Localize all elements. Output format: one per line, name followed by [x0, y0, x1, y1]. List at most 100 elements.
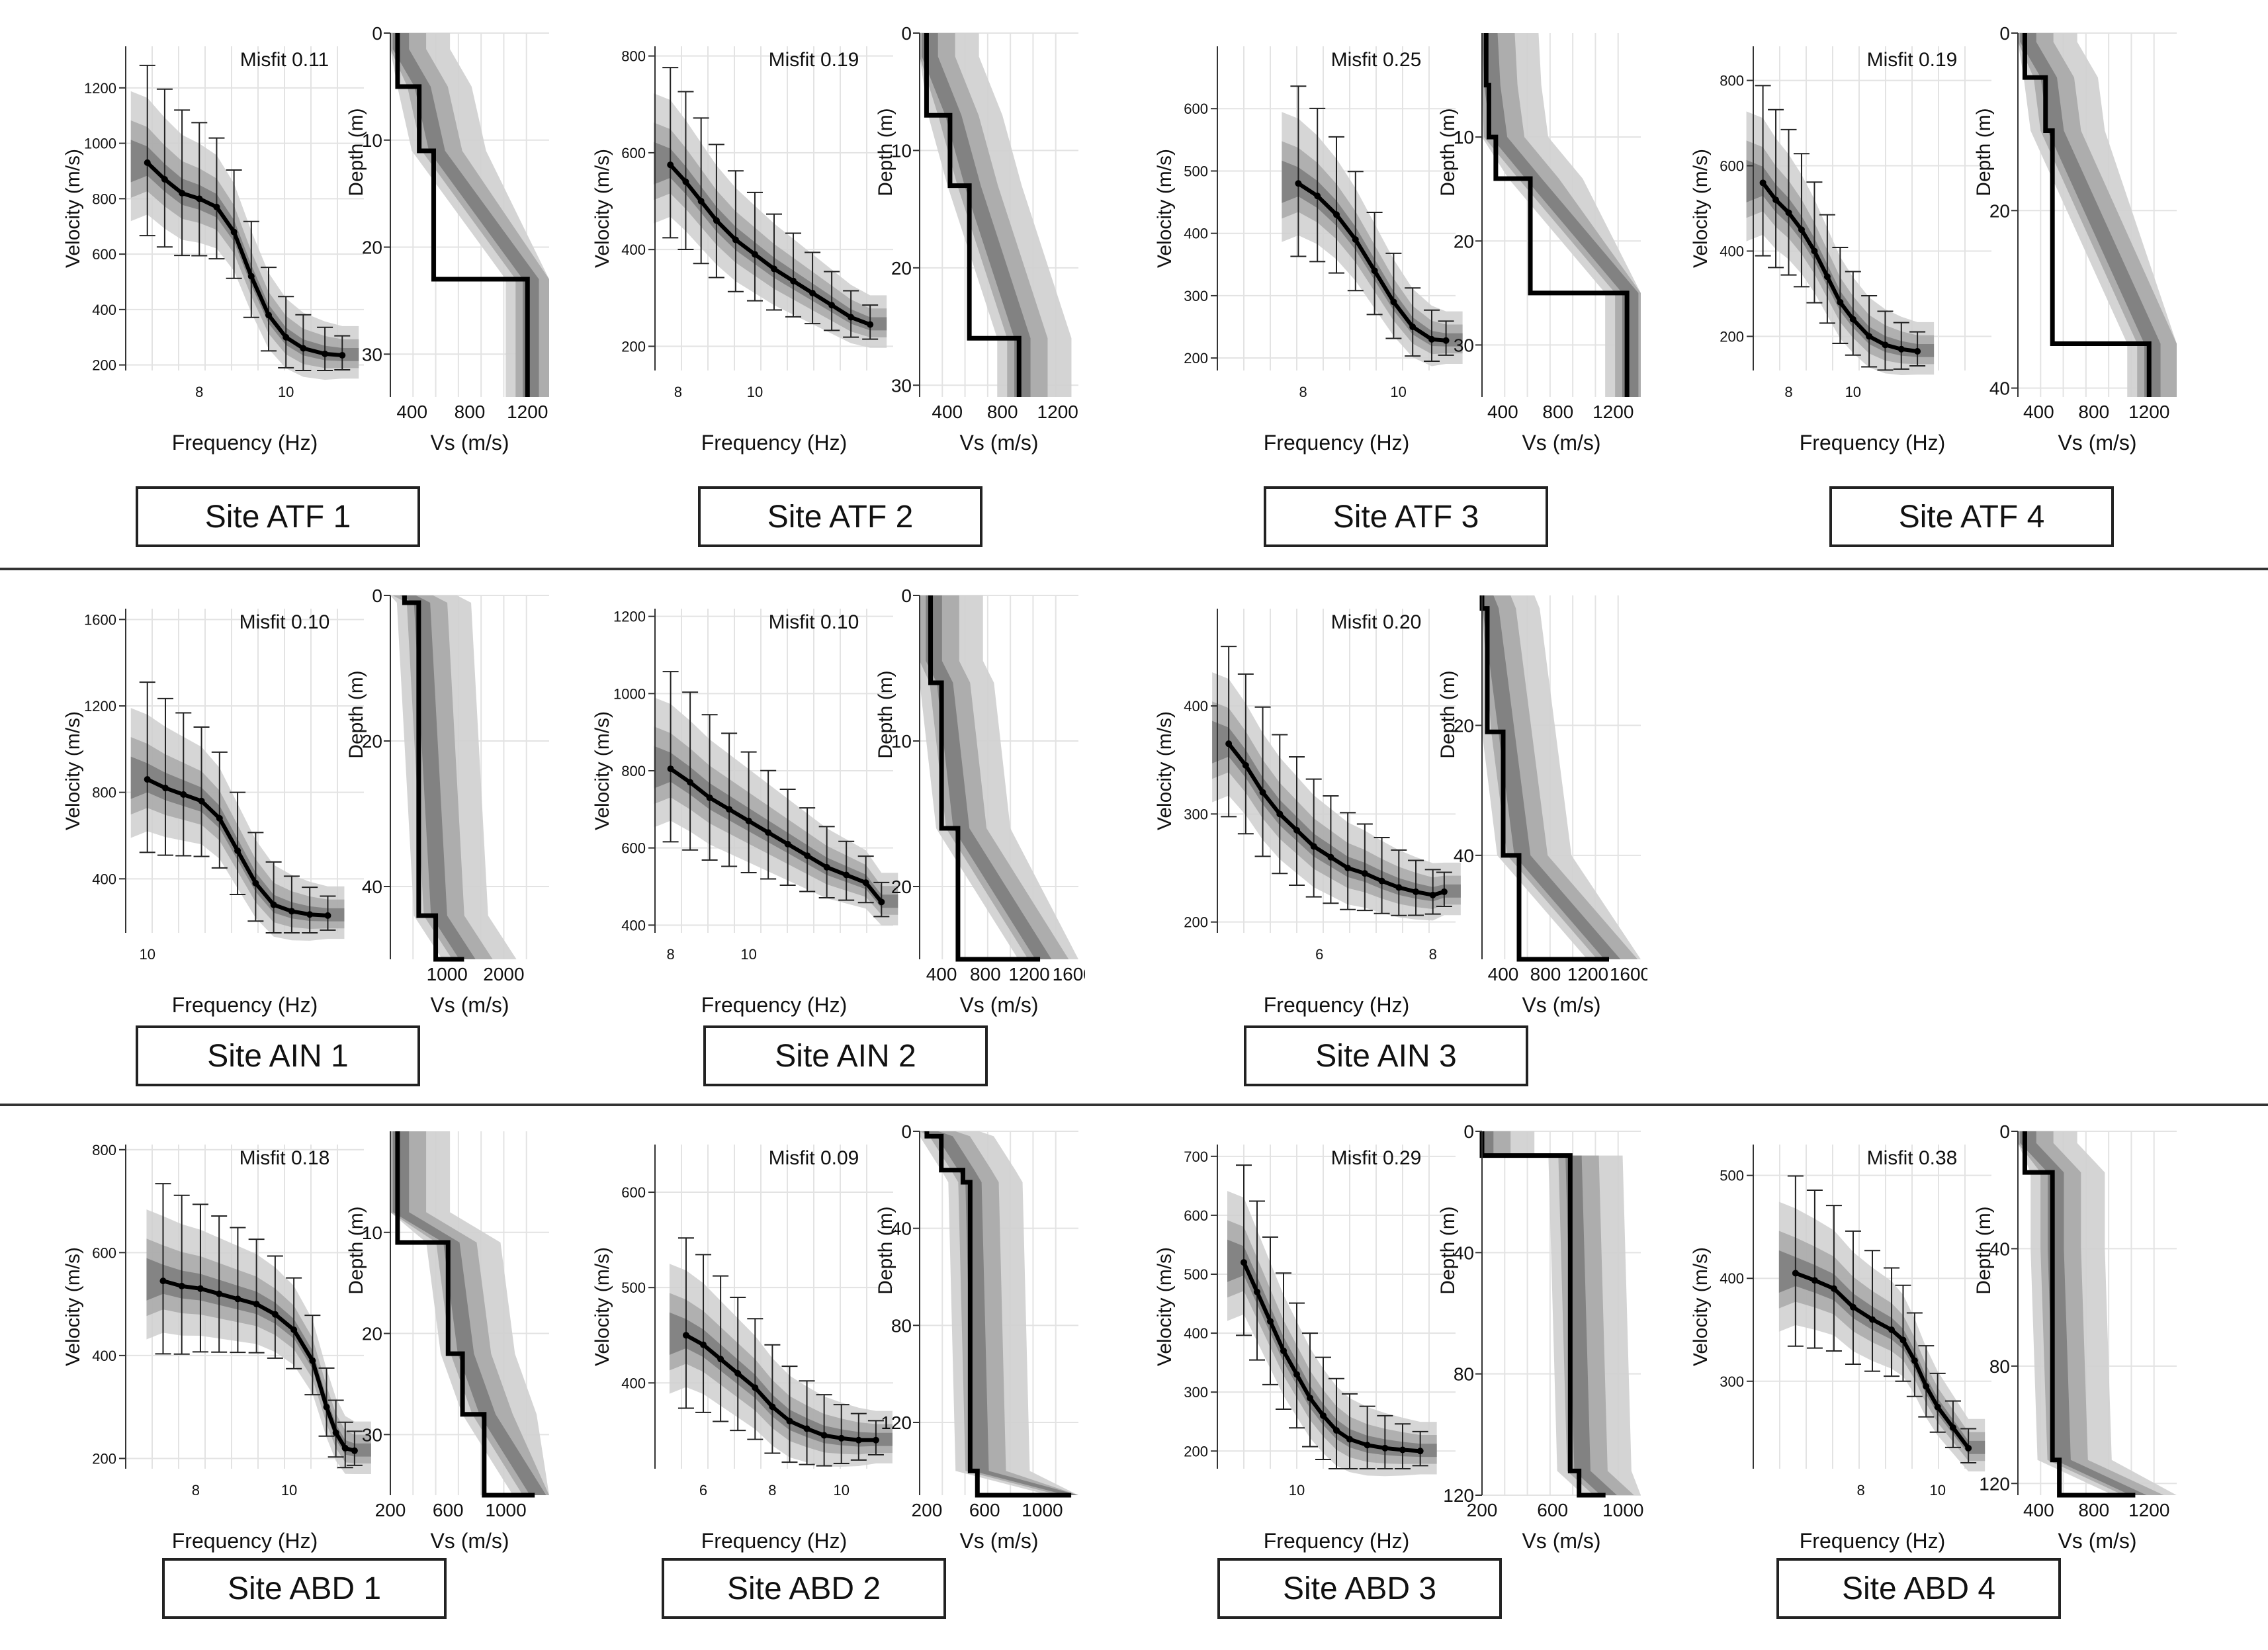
data-point — [726, 806, 733, 813]
data-point — [1395, 884, 1403, 891]
data-point — [288, 908, 295, 915]
uncertainty-band — [1746, 159, 1935, 357]
depth-tick-label: 40 — [362, 877, 382, 897]
data-point — [790, 277, 797, 284]
depth-tick-label: 30 — [1454, 335, 1474, 355]
depth-tick-label: 10 — [362, 1223, 382, 1243]
data-point — [179, 189, 186, 196]
vs-axis-label: Vs (m/s) — [2058, 1529, 2136, 1553]
y-axis-label: Velocity (m/s) — [1690, 149, 1712, 268]
data-point — [252, 879, 259, 887]
data-point — [213, 203, 220, 210]
x-tick-label: 8 — [666, 946, 674, 963]
data-point — [1759, 179, 1766, 187]
x-axis-label: Frequency (Hz) — [172, 993, 318, 1017]
y-tick-label: 800 — [1720, 73, 1744, 89]
ensemble-envelope — [920, 1131, 1078, 1495]
site-panel-atf3: 200 300 400 500 600 8 10 Velocity (m/s) Frequenc… — [1154, 33, 1641, 455]
x-axis-label: Frequency (Hz) — [172, 1529, 318, 1553]
data-point — [745, 817, 752, 824]
depth-tick-label: 0 — [901, 586, 912, 606]
y-tick-label: 400 — [92, 1348, 116, 1364]
depth-tick-label: 30 — [362, 344, 382, 365]
vs-axis-label: Vs (m/s) — [2058, 431, 2136, 455]
vs-tick-label: 600 — [433, 1500, 464, 1520]
data-point — [230, 228, 238, 236]
vs-axis-label: Vs (m/s) — [959, 993, 1038, 1017]
data-point — [1849, 316, 1856, 323]
data-point — [1792, 1270, 1799, 1277]
x-tick-label: 10 — [1289, 1482, 1305, 1498]
data-point — [752, 1384, 759, 1391]
dispersion-curve — [1794, 1271, 1970, 1450]
y-tick-label: 400 — [1184, 226, 1208, 242]
y-axis-label: Velocity (m/s) — [591, 149, 613, 268]
x-tick-label: 6 — [699, 1482, 707, 1498]
y-tick-label: 200 — [92, 357, 116, 374]
data-point — [270, 901, 277, 908]
data-point — [1310, 843, 1317, 850]
data-point — [820, 1432, 828, 1439]
depth-tick-label: 20 — [1454, 715, 1474, 736]
data-point — [144, 776, 151, 783]
y-tick-label: 800 — [92, 785, 116, 801]
y-tick-label: 400 — [621, 917, 646, 934]
dispersion-plot: 200 400 600 800 8 10 Velocity (m/s) Frequency (… — [62, 1142, 371, 1553]
data-point — [1882, 341, 1889, 349]
data-point — [290, 1326, 298, 1333]
vs-axis-label: Vs (m/s) — [430, 1529, 509, 1553]
data-point — [706, 794, 713, 801]
y-tick-label: 1200 — [84, 698, 116, 715]
ensemble-envelope — [926, 595, 1052, 959]
data-point — [1259, 789, 1266, 796]
vs-axis-label: Vs (m/s) — [430, 993, 509, 1017]
misfit-label: Misfit 0.25 — [1331, 49, 1422, 71]
uncertainty-band — [669, 1312, 893, 1447]
x-tick-label: 10 — [1929, 1482, 1945, 1498]
data-point — [828, 302, 836, 309]
best-vs-profile — [2022, 33, 2152, 397]
vs-tick-label: 400 — [396, 402, 427, 422]
ensemble-envelope — [1482, 33, 1639, 397]
ensemble-envelope — [920, 595, 1069, 959]
vs-axis-label: Vs (m/s) — [1522, 1529, 1600, 1553]
vs-tick-label: 800 — [970, 964, 1001, 984]
depth-tick-label: 40 — [891, 1219, 912, 1239]
data-point — [784, 840, 791, 847]
data-point — [351, 1447, 358, 1454]
depth-tick-label: 10 — [891, 140, 912, 161]
depth-tick-label: 0 — [901, 23, 912, 44]
dispersion-plot: 200 300 400 6 8 Velocity (m/s) Frequency (Hz) M… — [1154, 609, 1461, 1017]
x-tick-label: 8 — [1856, 1482, 1864, 1498]
data-point — [1949, 1424, 1956, 1431]
y-tick-label: 400 — [92, 871, 116, 887]
data-point — [253, 1301, 260, 1308]
depth-axis-label: Depth (m) — [1973, 108, 1995, 196]
vs-profile-plot: 10 20 30 400 800 1200 Depth (m) Vs (m/s) — [1437, 33, 1641, 455]
data-point — [717, 1356, 724, 1363]
best-vs-profile — [924, 1131, 1072, 1498]
depth-tick-label: 30 — [362, 1424, 382, 1445]
dispersion-curve — [146, 161, 343, 357]
data-point — [1934, 1403, 1941, 1411]
depth-tick-label: 40 — [1454, 1242, 1474, 1263]
data-point — [144, 159, 151, 166]
y-tick-label: 400 — [92, 302, 116, 318]
vs-tick-label: 400 — [2023, 402, 2054, 422]
data-point — [1361, 870, 1368, 877]
uncertainty-band — [669, 1293, 893, 1455]
depth-axis-label: Depth (m) — [345, 1206, 367, 1294]
data-point — [1320, 1412, 1327, 1419]
depth-tick-label: 0 — [1999, 23, 2010, 44]
data-point — [1364, 1442, 1371, 1449]
y-tick-label: 600 — [92, 246, 116, 263]
uncertainty-band — [1212, 720, 1461, 902]
data-point — [1241, 1259, 1247, 1266]
data-point — [1293, 826, 1300, 834]
x-axis-label: Frequency (Hz) — [1800, 431, 1946, 455]
data-point — [161, 176, 168, 183]
data-point — [1869, 1316, 1876, 1323]
